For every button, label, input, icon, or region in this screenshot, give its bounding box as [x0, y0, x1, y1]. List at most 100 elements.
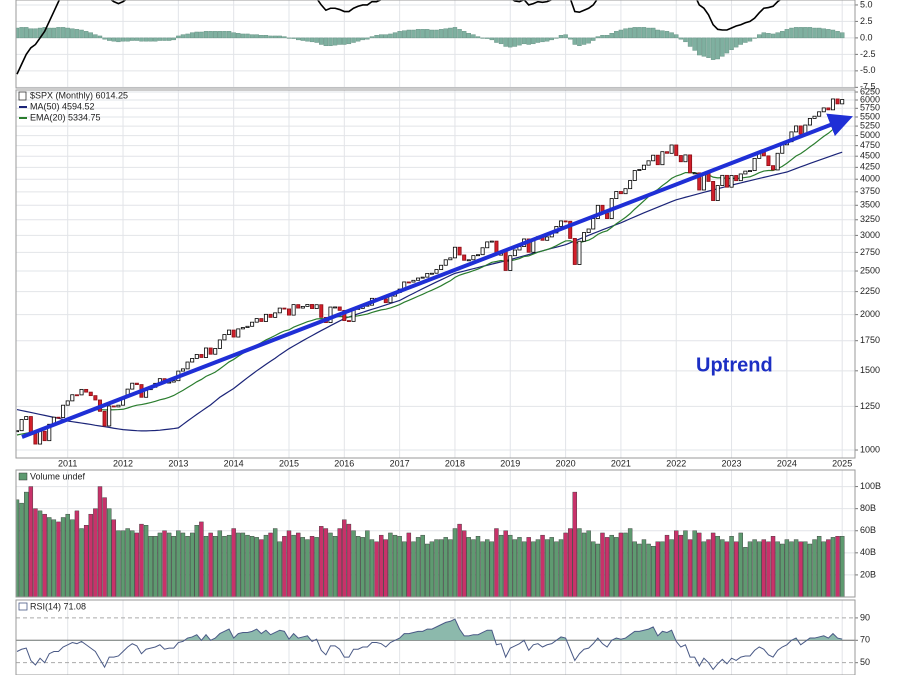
volume-bar — [701, 541, 707, 597]
volume-bar — [254, 537, 259, 597]
volume-bar — [724, 541, 730, 597]
panel-frame — [15, 469, 856, 598]
candle-body — [720, 174, 725, 186]
macd-histogram-bar — [157, 37, 163, 41]
volume-bar — [660, 541, 665, 597]
volume-bar — [309, 536, 315, 597]
y-tick-label: 70 — [860, 635, 870, 645]
volume-bar — [19, 502, 24, 597]
macd-histogram-bar — [309, 37, 315, 43]
macd-histogram-bar — [217, 31, 223, 39]
macd-histogram-bar — [692, 37, 697, 51]
volume-bar — [641, 539, 647, 597]
volume-bar — [388, 532, 393, 597]
candle-body — [568, 220, 573, 239]
volume-bar — [461, 530, 467, 597]
legend-title: $SPX (Monthly) 6014.25 — [30, 90, 128, 100]
volume-bar — [591, 541, 596, 597]
candle-body — [558, 220, 563, 227]
macd-histogram-bar — [531, 37, 536, 45]
candle-body — [42, 430, 47, 442]
macd-histogram-bar — [189, 32, 195, 39]
candle-body — [65, 400, 70, 406]
candle-body — [74, 394, 79, 397]
volume-bar — [360, 537, 365, 597]
candle-body — [628, 180, 633, 190]
volume-bar — [42, 513, 47, 597]
macd-histogram-bar — [213, 31, 218, 39]
volume-bar — [88, 513, 93, 597]
macd-histogram-bar — [28, 28, 34, 39]
volume-bar — [780, 543, 785, 597]
candle-body — [821, 107, 826, 113]
candle-body — [669, 144, 674, 154]
candle-body — [56, 416, 61, 419]
y-tick-label: 0.0 — [860, 32, 873, 42]
macd-histogram-bar — [452, 27, 458, 39]
macd-histogram-bar — [166, 37, 172, 41]
volume-bar — [798, 541, 803, 597]
candle-body — [245, 325, 250, 328]
volume-bar — [650, 546, 656, 597]
volume-bar — [531, 541, 536, 597]
macd-histogram-bar — [259, 35, 264, 39]
candle-body — [812, 115, 817, 119]
candle-body — [457, 246, 462, 256]
macd-histogram-bar — [595, 36, 601, 39]
y-tick-label: 2750 — [860, 247, 880, 257]
volume-bar — [47, 517, 52, 597]
macd-histogram-bar — [466, 33, 471, 39]
y-tick-label: 1000 — [860, 444, 880, 454]
volume-bar — [494, 528, 499, 597]
candle-body — [24, 416, 29, 420]
candle-body — [194, 354, 199, 359]
macd-histogram-bar — [111, 37, 117, 42]
candle-body — [240, 327, 245, 330]
candle-body — [208, 347, 213, 355]
candle-body — [489, 240, 494, 243]
candle-body — [572, 238, 577, 265]
volume-bar — [65, 513, 70, 597]
volume-bar — [203, 536, 209, 597]
candle-body — [416, 277, 421, 281]
macd-histogram-bar — [508, 37, 513, 48]
volume-bar — [111, 519, 117, 597]
macd-histogram-bar — [646, 27, 651, 39]
x-tick-label: 2019 — [500, 458, 520, 468]
volume-bar — [185, 536, 190, 597]
volume-bar — [24, 491, 29, 597]
y-tick-label: 5750 — [860, 103, 880, 113]
macd-histogram-bar — [337, 37, 342, 45]
volume-bar — [747, 541, 753, 597]
legend-entry: MA(50) 4594.52 — [30, 101, 95, 111]
candle-body — [319, 304, 324, 318]
volume-bar — [720, 539, 725, 597]
volume-bar — [346, 523, 352, 597]
candle-body — [582, 232, 587, 242]
volume-bar — [503, 530, 508, 597]
candle-body — [33, 432, 38, 445]
candle-body — [563, 220, 568, 223]
macd-histogram-bar — [816, 27, 822, 39]
volume-bar — [337, 528, 342, 597]
volume-bar — [807, 543, 813, 597]
candle-body — [102, 410, 107, 427]
macd-histogram-bar — [254, 34, 259, 39]
volume-bar — [826, 539, 831, 597]
legend-title: Volume undef — [30, 471, 86, 481]
volume-bar — [710, 532, 716, 597]
y-tick-label: 60B — [860, 525, 876, 535]
macd-histogram-bar — [674, 34, 679, 39]
y-tick-label: 3250 — [860, 214, 880, 224]
rsi-overbought-area — [184, 619, 843, 641]
macd-histogram-bar — [222, 31, 227, 39]
macd-histogram-bar — [402, 30, 407, 39]
macd-histogram-bar — [125, 37, 130, 42]
candle-body — [204, 347, 209, 358]
candle-body — [383, 298, 388, 304]
x-tick-label: 2014 — [224, 458, 244, 468]
macd-histogram-bar — [171, 37, 176, 41]
candle-body — [291, 304, 296, 316]
macd-histogram-bar — [226, 31, 232, 39]
macd-histogram-bar — [351, 37, 356, 43]
